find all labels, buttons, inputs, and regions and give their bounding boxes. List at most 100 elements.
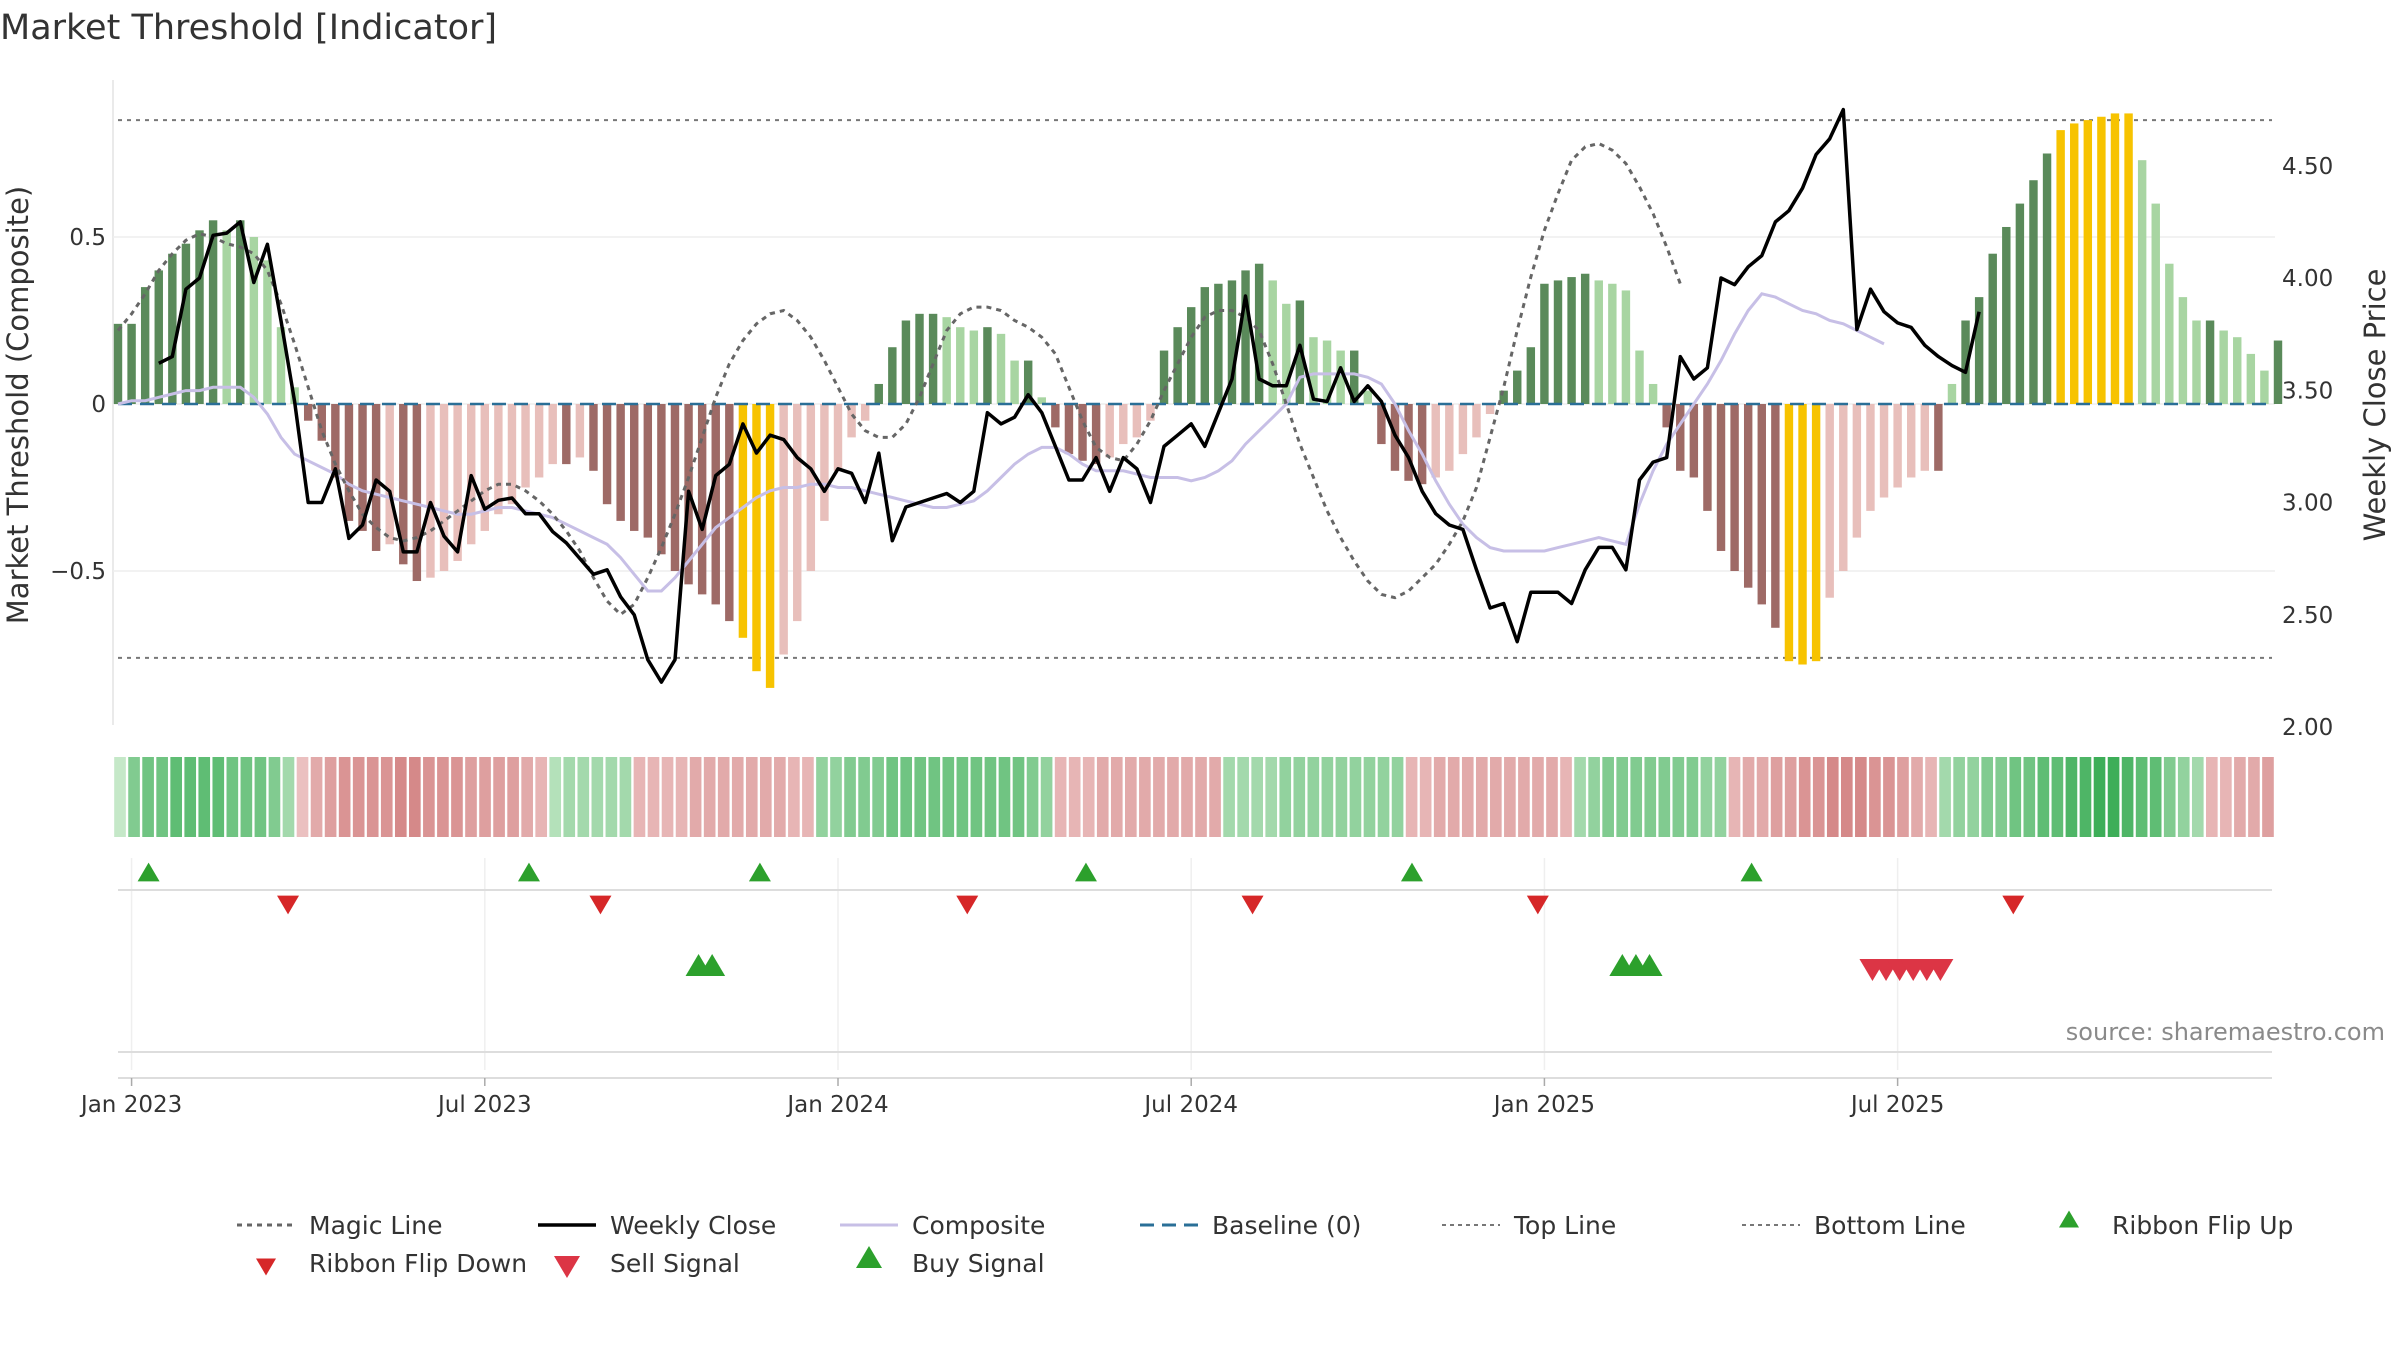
y-right-tick-label: 3.00 <box>2282 491 2333 517</box>
legend-label: Baseline (0) <box>1212 1211 1361 1240</box>
ribbon-cell <box>2191 757 2204 837</box>
ribbon-cell <box>2220 757 2232 837</box>
ribbon-flip-down-marker <box>2002 895 2025 915</box>
ribbon-cell <box>437 757 449 837</box>
ribbon-cell <box>226 757 239 837</box>
composite-bar <box>820 404 829 521</box>
ribbon-cell <box>703 757 716 837</box>
ribbon-cell <box>1349 757 1362 837</box>
ribbon-cell <box>1068 757 1081 837</box>
ribbon-cell <box>1181 757 1193 837</box>
ribbon-cell <box>2107 757 2120 837</box>
composite-line <box>117 292 1885 593</box>
composite-bar <box>2246 353 2256 404</box>
composite-bar <box>1689 404 1699 478</box>
legend-label: Magic Line <box>309 1211 443 1240</box>
ribbon-cell <box>633 757 646 837</box>
legend-item: Weekly Close <box>538 1211 776 1240</box>
legend-item: Ribbon Flip Up <box>2059 1210 2293 1240</box>
legend-label: Weekly Close <box>610 1211 776 1240</box>
ribbon-cell <box>844 757 856 837</box>
composite-bar <box>915 313 924 404</box>
composite-bar <box>1404 404 1413 481</box>
ribbon-cell <box>942 757 955 837</box>
ribbon-cell <box>1546 757 1558 837</box>
composite-bar <box>2070 123 2079 404</box>
ribbon-cell <box>1560 757 1572 837</box>
legend-label: Composite <box>912 1211 1045 1240</box>
composite-bar <box>263 260 272 404</box>
composite-bar <box>1553 280 1563 404</box>
composite-bar <box>2219 330 2228 404</box>
ribbon-cell <box>1321 757 1334 837</box>
ribbon-cell <box>310 757 323 837</box>
composite-bar <box>1526 347 1536 404</box>
ribbon-cell <box>1096 757 1109 837</box>
ribbon-cell <box>1826 757 1839 837</box>
ribbon-cell <box>1981 757 1994 837</box>
ribbon-cell <box>1742 757 1755 837</box>
ribbon-cell <box>535 757 548 837</box>
ribbon-cell <box>1630 757 1643 837</box>
x-tick-label: Jul 2024 <box>1142 1092 1238 1118</box>
composite-bar <box>548 404 557 465</box>
composite-bar <box>385 404 394 545</box>
legend-label: Buy Signal <box>912 1249 1045 1278</box>
composite-bar <box>2273 340 2283 404</box>
composite-bar <box>1173 327 1182 404</box>
weekly-close-line <box>158 107 1981 684</box>
composite-bar <box>507 404 517 505</box>
ribbon-cell <box>1939 757 1951 837</box>
ribbon-flip-down-marker <box>589 895 612 915</box>
ribbon-cell <box>886 757 898 837</box>
ribbon-cell <box>1995 757 2008 837</box>
ribbon-cell <box>2177 757 2190 837</box>
composite-bar <box>2178 297 2188 404</box>
composite-bar <box>1119 404 1128 445</box>
composite-bar <box>725 404 734 622</box>
ribbon-cell <box>1504 757 1516 837</box>
composite-bar <box>1010 360 1019 404</box>
composite-bar <box>888 347 897 404</box>
ribbon-cell <box>1110 757 1123 837</box>
ribbon-cell <box>2009 757 2022 837</box>
ribbon-cell <box>1223 757 1235 837</box>
ribbon-cell <box>2079 757 2092 837</box>
ribbon-cell <box>619 757 632 837</box>
composite-bar <box>969 330 979 404</box>
ribbon-cell <box>1840 757 1853 837</box>
ribbon-cell <box>1532 757 1544 837</box>
legend-item: Top Line <box>1442 1211 1616 1240</box>
ribbon-cell <box>1125 757 1137 837</box>
ribbon-cell <box>1588 757 1600 837</box>
ribbon-flip-up-marker <box>1400 862 1423 882</box>
composite-bar <box>1472 404 1481 438</box>
ribbon-cell <box>1869 757 1881 837</box>
ribbon-cell <box>1209 757 1221 837</box>
ribbon-cell <box>591 757 604 837</box>
composite-bar <box>983 327 992 404</box>
composite-bar <box>1051 404 1060 428</box>
ribbon-cell <box>1756 757 1769 837</box>
composite-bar <box>847 404 856 438</box>
ribbon-cell <box>2065 757 2078 837</box>
composite-bar <box>1961 320 1970 404</box>
composite-bar <box>195 230 204 404</box>
composite-bar <box>1078 404 1087 461</box>
composite-bar <box>643 404 653 538</box>
composite-bar <box>1811 404 1821 662</box>
ribbon-cell <box>352 757 365 837</box>
composite-bar <box>1499 390 1508 404</box>
chart-title: Market Threshold [Indicator] <box>0 8 498 48</box>
ribbon-cell <box>647 757 660 837</box>
composite-bar <box>1580 273 1590 404</box>
ribbon-cell <box>1644 757 1657 837</box>
ribbon-cell <box>324 757 337 837</box>
y-right-tick-label: 2.50 <box>2282 603 2333 629</box>
ribbon-cell <box>1574 757 1586 837</box>
composite-bar <box>317 404 326 441</box>
ribbon-cell <box>2093 757 2106 837</box>
composite-bar <box>1825 404 1834 598</box>
ribbon-cell <box>1082 757 1095 837</box>
ribbon-cell <box>731 757 744 837</box>
